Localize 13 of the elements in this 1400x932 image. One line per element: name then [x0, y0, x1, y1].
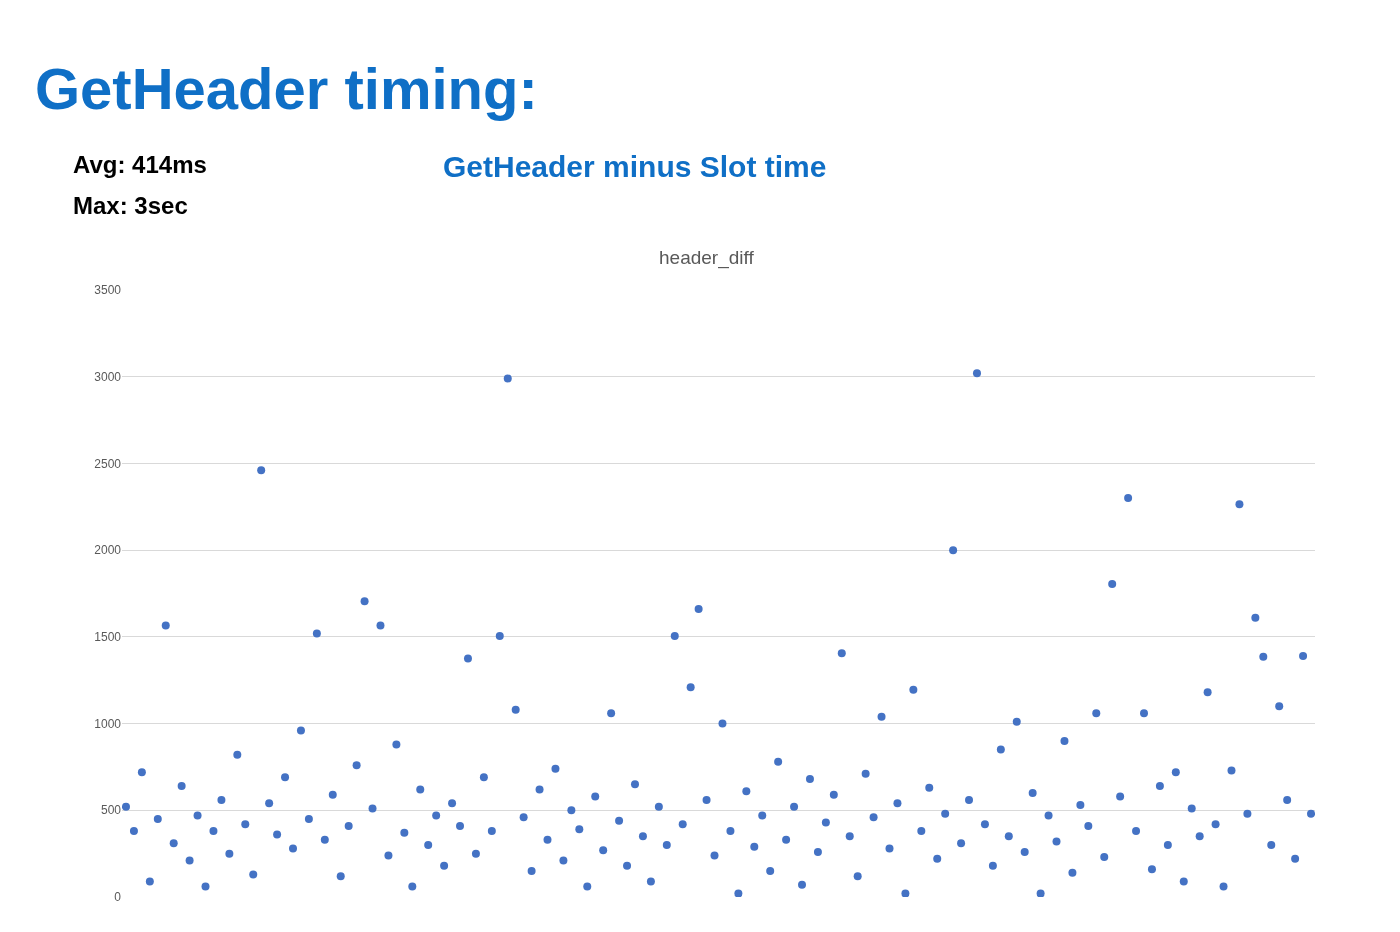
text: header_diff	[659, 247, 755, 269]
y-tick-label: 3000	[94, 369, 122, 384]
chart-title: GetHeader timing:	[35, 55, 538, 121]
y-tick-label: 500	[100, 803, 122, 818]
y-tick-label: 1000	[94, 716, 122, 731]
y-tick-label: 3500	[94, 283, 122, 298]
text: Avg: 414ms	[73, 151, 207, 178]
chart-subtitle: GetHeader minus Slot time	[443, 150, 827, 183]
text: Max: 3sec	[73, 192, 188, 219]
y-tick-label: 0	[114, 890, 122, 905]
y-tick-label: 2000	[94, 543, 122, 558]
y-tick-label: 2500	[94, 456, 122, 471]
y-tick-label: 1500	[94, 630, 122, 645]
